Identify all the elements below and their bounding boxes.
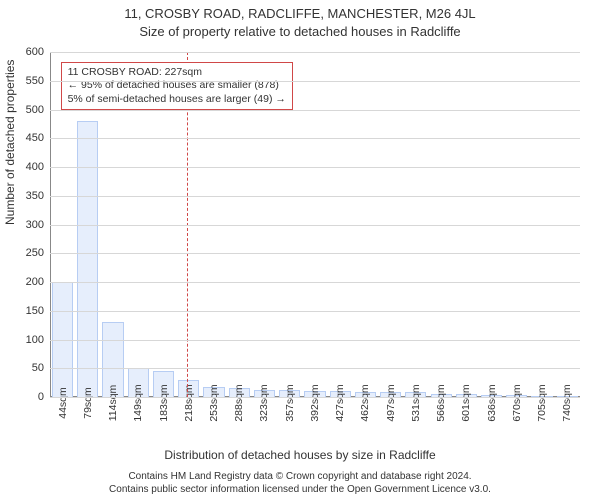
annotation-line-1: 11 CROSBY ROAD: 227sqm [68,66,286,79]
grid-line [50,397,580,398]
grid-line [50,52,580,53]
plot-area: 44sqm79sqm114sqm149sqm183sqm218sqm253sqm… [50,52,580,397]
x-tick-label: 323sqm [258,384,270,421]
y-tick-label: 550 [26,75,44,87]
x-tick-label: 253sqm [208,384,220,421]
x-tick-label: 497sqm [385,384,397,421]
y-tick-label: 400 [26,161,44,173]
x-tick-label: 357sqm [284,384,296,421]
y-tick-label: 0 [38,391,44,403]
grid-line [50,282,580,283]
x-tick-label: 183sqm [158,384,170,421]
y-tick-label: 200 [26,276,44,288]
chart-title: 11, CROSBY ROAD, RADCLIFFE, MANCHESTER, … [0,0,600,22]
grid-line [50,81,580,82]
x-tick-label: 288sqm [233,384,245,421]
grid-line [50,253,580,254]
y-tick-label: 350 [26,190,44,202]
grid-line [50,311,580,312]
y-tick-label: 100 [26,334,44,346]
y-tick-label: 250 [26,247,44,259]
grid-line [50,138,580,139]
y-tick-label: 450 [26,132,44,144]
y-tick-label: 500 [26,104,44,116]
x-tick-label: 392sqm [309,384,321,421]
y-tick-label: 300 [26,219,44,231]
grid-line [50,196,580,197]
x-axis-label: Distribution of detached houses by size … [0,448,600,462]
chart-subtitle: Size of property relative to detached ho… [0,22,600,39]
footer: Contains HM Land Registry data © Crown c… [0,471,600,496]
grid-line [50,225,580,226]
grid-line [50,340,580,341]
grid-line [50,110,580,111]
footer-line-2: Contains public sector information licen… [0,484,600,497]
x-tick-label: 114sqm [107,385,119,422]
x-tick-label: 218sqm [183,384,195,421]
y-tick-label: 50 [32,362,44,374]
x-tick-label: 601sqm [460,384,472,421]
bar [77,121,98,397]
annotation-line-3: 5% of semi-detached houses are larger (4… [68,93,286,106]
x-tick-label: 44sqm [57,387,69,419]
x-tick-label: 462sqm [359,384,371,421]
x-tick-label: 705sqm [536,384,548,421]
x-tick-label: 636sqm [486,384,498,421]
x-tick-label: 427sqm [334,384,346,421]
footer-line-1: Contains HM Land Registry data © Crown c… [0,471,600,484]
y-axis-label: Number of detached properties [3,60,17,225]
grid-line [50,167,580,168]
x-tick-label: 566sqm [435,384,447,421]
y-tick-label: 150 [26,305,44,317]
x-tick-label: 531sqm [410,384,422,421]
x-tick-label: 740sqm [561,384,573,421]
grid-line [50,368,580,369]
annotation-box: 11 CROSBY ROAD: 227sqm ← 95% of detached… [61,62,293,109]
x-tick-label: 670sqm [511,384,523,421]
y-tick-label: 600 [26,46,44,58]
x-tick-label: 149sqm [132,384,144,421]
x-tick-label: 79sqm [82,387,94,419]
chart-container: 11, CROSBY ROAD, RADCLIFFE, MANCHESTER, … [0,0,600,500]
